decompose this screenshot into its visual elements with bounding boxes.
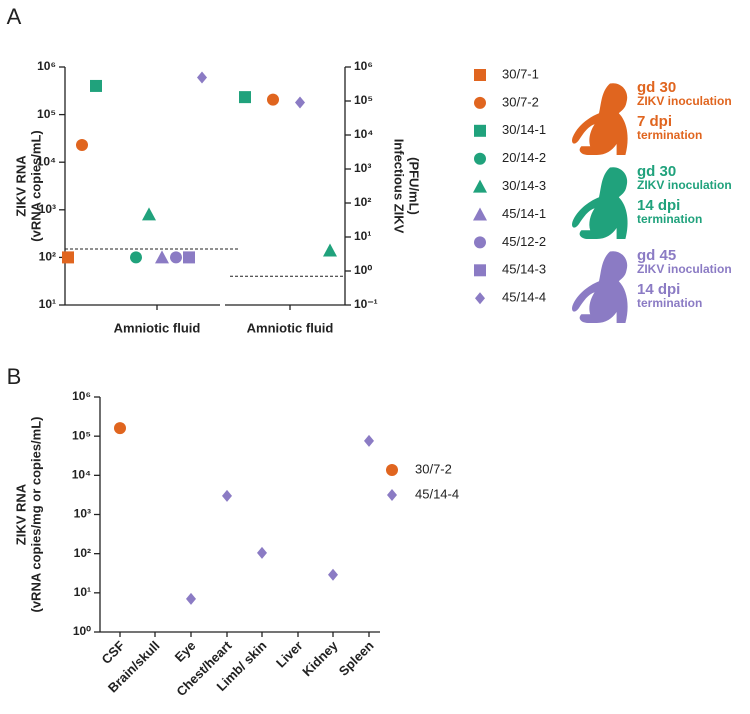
group-stage: gd 30	[637, 163, 676, 180]
y-tick-label: 10³	[39, 202, 56, 216]
point	[323, 243, 337, 257]
legend-label: 45/14-4	[502, 290, 546, 305]
x-tick-label: Eye	[172, 638, 199, 665]
legend-label: 30/7-2	[415, 461, 452, 476]
legend-label: 45/12-2	[502, 234, 546, 249]
y-tick-label: 10⁴	[354, 127, 373, 141]
y-axis-label: (vRNA copies/mL)	[28, 130, 43, 241]
point	[474, 69, 486, 81]
point	[475, 292, 485, 305]
group-duration: 7 dpi	[637, 113, 672, 130]
point	[387, 489, 397, 501]
group-event: ZIKV inoculation	[637, 178, 732, 192]
y-axis-label: (PFU/mL)	[407, 157, 422, 215]
x-tick-label: Amniotic fluid	[114, 320, 201, 335]
point	[90, 79, 102, 92]
panel-label: B	[7, 364, 22, 389]
y-tick-label: 10⁶	[354, 59, 373, 73]
x-tick-label: Amniotic fluid	[247, 320, 334, 335]
point	[364, 434, 374, 447]
group-event: ZIKV inoculation	[637, 94, 732, 108]
y-tick-label: 10²	[74, 546, 91, 560]
x-tick-label: CSF	[99, 638, 128, 667]
group-end: termination	[637, 296, 702, 310]
legend-label: 30/7-1	[502, 66, 539, 81]
y-tick-label: 10⁰	[73, 624, 91, 638]
point	[76, 138, 88, 151]
x-tick-label: Spleen	[336, 638, 377, 679]
y-axis-label: ZIKV RNA	[13, 155, 28, 217]
y-tick-label: 10⁶	[37, 59, 56, 73]
group-stage: gd 30	[637, 79, 676, 96]
point	[197, 71, 207, 84]
group-duration: 14 dpi	[637, 281, 680, 298]
legend-label: 45/14-4	[415, 486, 459, 501]
group-end: termination	[637, 128, 702, 142]
point	[186, 592, 196, 605]
point	[473, 207, 487, 221]
y-tick-label: 10⁵	[37, 107, 56, 121]
x-tick-label: Liver	[273, 638, 306, 671]
y-tick-label: 10⁴	[37, 154, 56, 168]
legend-label: 30/14-1	[502, 122, 546, 137]
y-tick-label: 10⁰	[354, 263, 372, 277]
group-end: termination	[637, 212, 702, 226]
point	[142, 207, 156, 221]
legend-label: 30/14-3	[502, 178, 546, 193]
y-tick-label: 10³	[74, 507, 91, 521]
point	[239, 91, 251, 104]
point	[474, 152, 486, 165]
monkey-silhouette	[572, 167, 628, 239]
group-duration: 14 dpi	[637, 197, 680, 214]
y-tick-label: 10⁴	[72, 468, 91, 482]
point	[222, 489, 232, 502]
y-tick-label: 10⁶	[72, 389, 91, 403]
y-tick-label: 10²	[354, 195, 371, 209]
panel-label: A	[7, 4, 22, 29]
point	[474, 236, 486, 249]
point	[295, 96, 305, 109]
y-axis-label: Infectious ZIKV	[392, 139, 407, 234]
legend-label: 30/7-2	[502, 94, 539, 109]
legend-label: 45/14-3	[502, 262, 546, 277]
point	[473, 179, 487, 193]
monkey-silhouette	[572, 83, 628, 155]
point	[474, 264, 486, 277]
point	[170, 251, 182, 264]
legend-label: 45/14-1	[502, 206, 546, 221]
group-event: ZIKV inoculation	[637, 262, 732, 276]
point	[130, 251, 142, 264]
y-tick-label: 10⁻¹	[354, 297, 378, 311]
point	[267, 93, 279, 106]
y-tick-label: 10⁵	[72, 428, 91, 442]
point	[257, 546, 267, 559]
y-tick-label: 10²	[39, 250, 56, 264]
point	[474, 124, 486, 137]
point	[386, 464, 398, 476]
x-tick-label: Kidney	[299, 637, 341, 679]
point	[328, 568, 338, 581]
point	[183, 251, 195, 264]
y-tick-label: 10¹	[74, 585, 91, 599]
y-tick-label: 10¹	[39, 297, 56, 311]
y-axis-label: ZIKV RNA	[13, 483, 28, 545]
legend-label: 20/14-2	[502, 150, 546, 165]
y-tick-label: 10⁵	[354, 93, 373, 107]
point	[155, 250, 169, 264]
y-axis-label: (vRNA copies/mg or copies/mL)	[28, 417, 43, 613]
group-stage: gd 45	[637, 247, 676, 264]
point	[474, 96, 486, 109]
monkey-silhouette	[572, 251, 628, 323]
point	[114, 422, 126, 435]
y-tick-label: 10¹	[354, 229, 371, 243]
point	[62, 251, 74, 264]
y-tick-label: 10³	[354, 161, 371, 175]
